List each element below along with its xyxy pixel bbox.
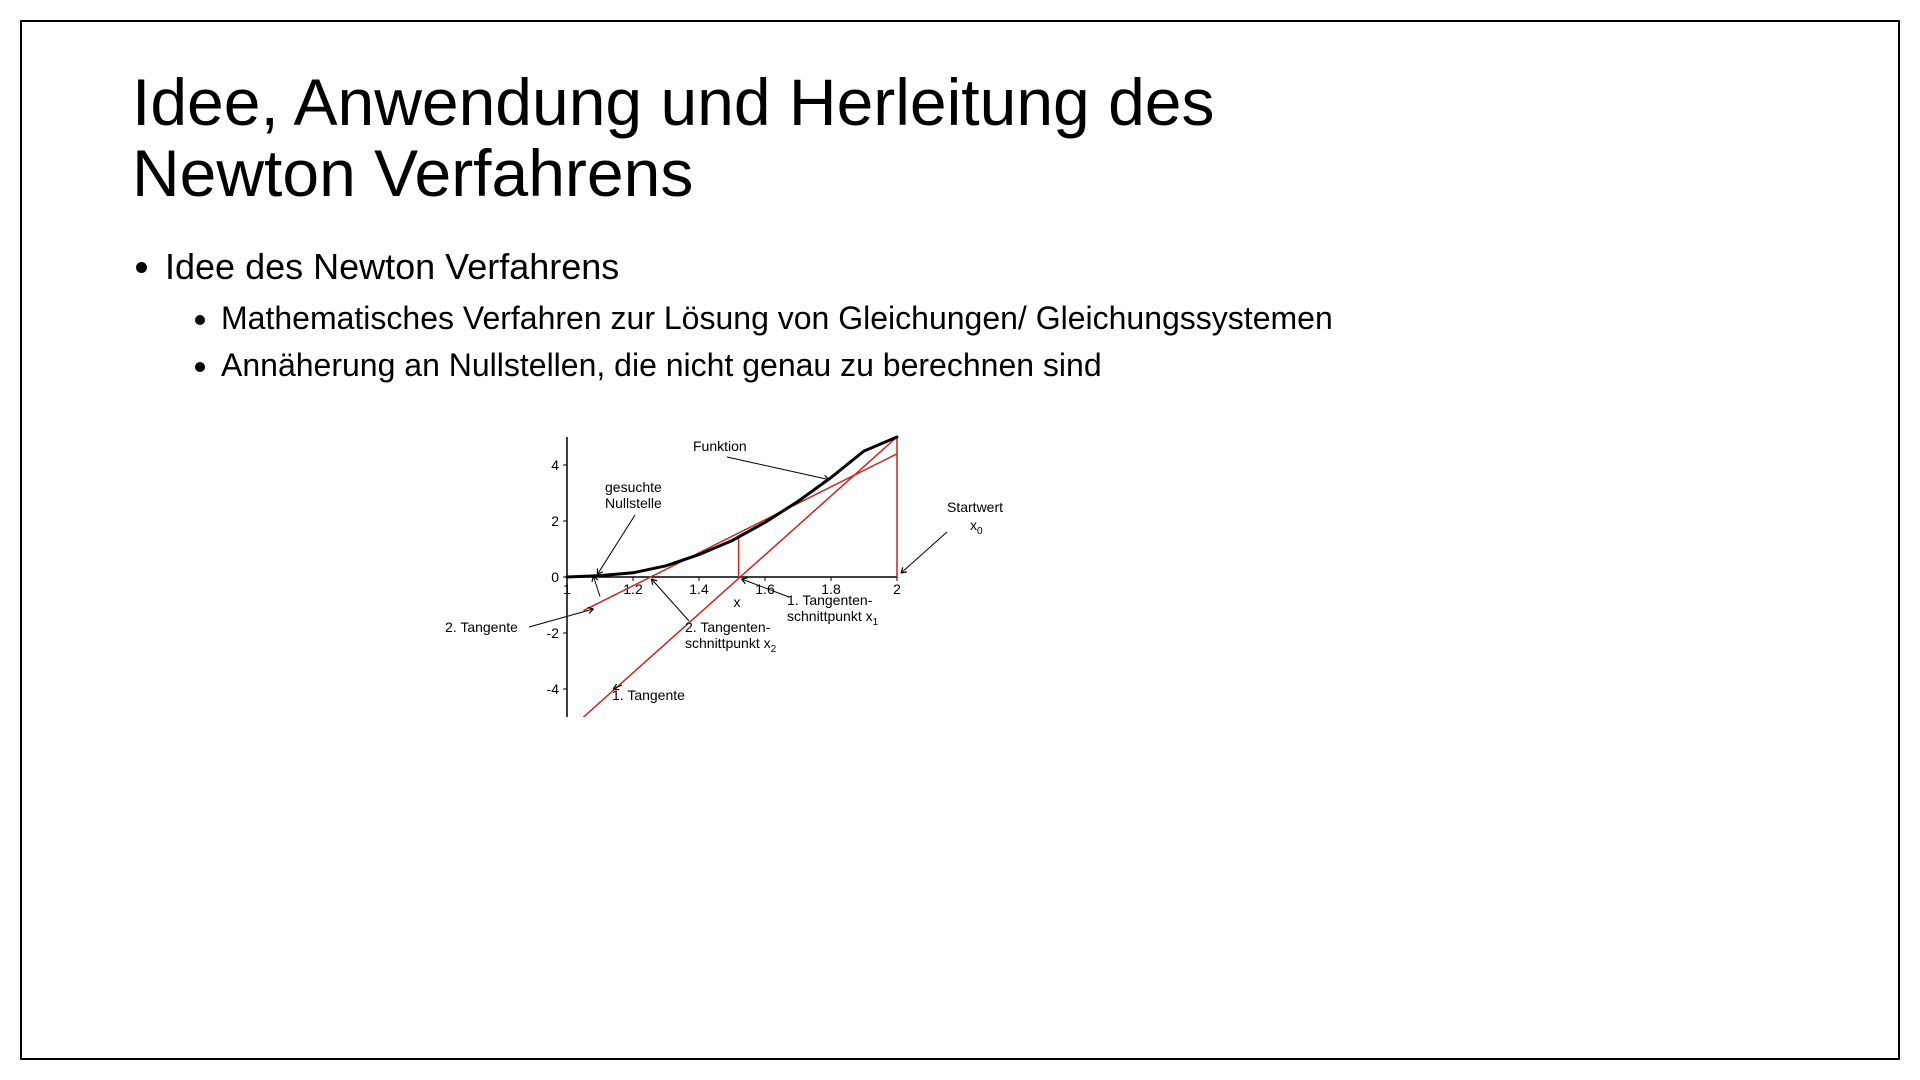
svg-text:2. Tangente: 2. Tangente — [445, 619, 518, 635]
svg-text:schnittpunkt x2: schnittpunkt x2 — [685, 635, 777, 655]
svg-text:0: 0 — [551, 569, 559, 585]
svg-text:4: 4 — [551, 457, 559, 473]
svg-text:schnittpunkt x1: schnittpunkt x1 — [787, 608, 879, 628]
svg-text:Nullstelle: Nullstelle — [605, 495, 662, 511]
bullet-list: Idee des Newton Verfahrens Mathematische… — [137, 242, 1437, 390]
svg-text:1. Tangenten-: 1. Tangenten- — [787, 592, 873, 608]
svg-text:1: 1 — [563, 581, 571, 597]
svg-text:1. Tangente: 1. Tangente — [612, 687, 685, 703]
svg-text:x0: x0 — [970, 517, 983, 537]
bullet-l2b: Annäherung an Nullstellen, die nicht gen… — [221, 343, 1437, 388]
newton-diagram: -4-202411.21.41.61.82xFunktiongesuchteNu… — [437, 427, 1067, 717]
slide-title: Idee, Anwendung und Herleitung des Newto… — [132, 67, 1412, 208]
svg-text:x: x — [734, 594, 741, 610]
bullet-l2a: Mathematisches Verfahren zur Lösung von … — [221, 296, 1437, 341]
svg-text:Funktion: Funktion — [693, 438, 747, 454]
svg-text:-4: -4 — [547, 681, 560, 697]
svg-text:gesuchte: gesuchte — [605, 479, 662, 495]
svg-text:Startwert: Startwert — [947, 499, 1003, 515]
svg-text:-2: -2 — [547, 625, 560, 641]
bullet-l1: Idee des Newton Verfahrens — [165, 242, 1437, 292]
svg-text:1.6: 1.6 — [755, 581, 775, 597]
svg-text:2. Tangenten-: 2. Tangenten- — [685, 619, 771, 635]
slide: Idee, Anwendung und Herleitung des Newto… — [20, 20, 1900, 1060]
svg-text:1.4: 1.4 — [689, 581, 709, 597]
svg-text:2: 2 — [893, 581, 901, 597]
svg-text:2: 2 — [551, 513, 559, 529]
